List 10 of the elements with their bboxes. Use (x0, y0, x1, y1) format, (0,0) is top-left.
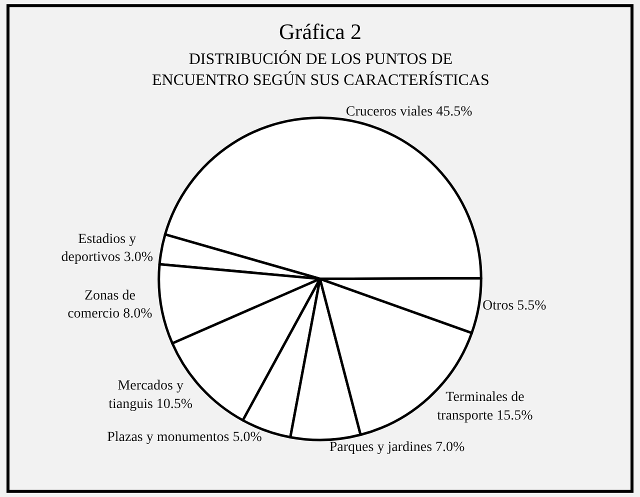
slice-label: Otros 5.5% (482, 298, 547, 314)
slice-label: Zonas de comercio 8.0% (68, 288, 153, 322)
slice-label: Plazas y monumentos 5.0% (107, 430, 262, 445)
slice-label: Mercados y tianguis 10.5% (108, 378, 193, 412)
slice-label: Estadios y deportivos 3.0% (61, 232, 154, 266)
chart-subtitle: DISTRIBUCIÓN DE LOS PUNTOS DE ENCUENTRO SEGÚN SUS CARACTERÍSTICAS (152, 50, 490, 89)
slice-label: Terminales de transporte 15.5% (437, 390, 534, 424)
slice-label: Parques y jardines 7.0% (329, 440, 466, 455)
slice-label: Cruceros viales 45.5% (346, 104, 473, 120)
chart-title: Gráfica 2 (279, 19, 362, 44)
